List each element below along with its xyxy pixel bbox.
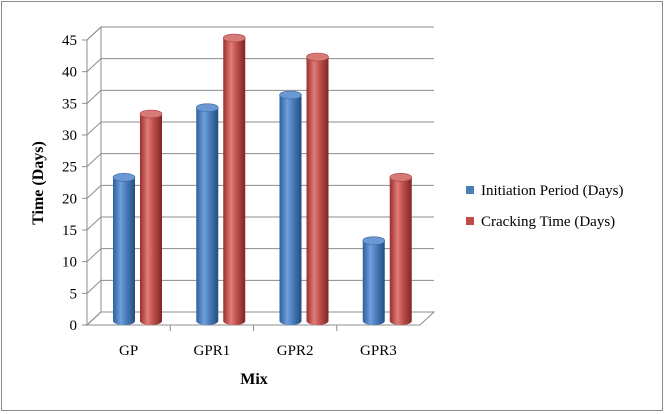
y-tick-label: 20 <box>62 191 77 207</box>
legend: Initiation Period (Days) Cracking Time (D… <box>466 183 623 230</box>
bar-cracking-gp <box>139 109 163 325</box>
y-tick-label: 5 <box>70 286 78 302</box>
bar-initiation-gpr3 <box>362 236 386 325</box>
gridline <box>86 216 434 231</box>
x-axis-label: Mix <box>240 371 268 388</box>
legend-swatch <box>466 186 474 194</box>
y-tick-label: 40 <box>62 65 77 81</box>
y-tick-label: 25 <box>62 160 77 176</box>
x-tick-label: GP <box>119 343 138 359</box>
gridline <box>86 121 434 136</box>
bar-cracking-gpr3 <box>389 173 413 325</box>
y-axis-label: Time (Days) <box>30 141 47 225</box>
gridline <box>86 26 434 41</box>
gridline <box>86 89 434 104</box>
x-tick-labels: GP GPR1 GPR2 GPR3 <box>119 343 397 359</box>
x-tick-label: GPR1 <box>194 343 231 359</box>
legend-label: Initiation Period (Days) <box>481 183 623 199</box>
legend-label: Cracking Time (Days) <box>481 214 615 230</box>
gridline <box>86 184 434 199</box>
bar-initiation-gpr2 <box>279 90 302 325</box>
legend-swatch <box>466 217 474 225</box>
side-wall <box>86 25 102 327</box>
y-tick-label: 45 <box>62 33 77 49</box>
gridline <box>86 58 434 73</box>
x-tick-label: GPR2 <box>277 343 314 359</box>
y-tick-label: 30 <box>62 128 77 144</box>
bar-initiation-gpr1 <box>195 103 219 326</box>
y-tick-label: 0 <box>70 318 78 334</box>
y-tick-labels: 0 5 10 15 20 25 30 35 40 45 <box>62 33 77 334</box>
y-tick-label: 35 <box>62 96 77 112</box>
bar-cracking-gpr2 <box>306 52 329 325</box>
gridline <box>86 153 434 168</box>
y-tick-label: 15 <box>62 223 77 239</box>
bar-cracking-gpr1 <box>222 33 246 325</box>
y-tick-label: 10 <box>62 255 77 271</box>
bar-initiation-gp <box>112 173 136 325</box>
bars-layer <box>112 33 413 326</box>
plot-walls <box>85 25 436 327</box>
x-tick-label: GPR3 <box>360 343 397 359</box>
